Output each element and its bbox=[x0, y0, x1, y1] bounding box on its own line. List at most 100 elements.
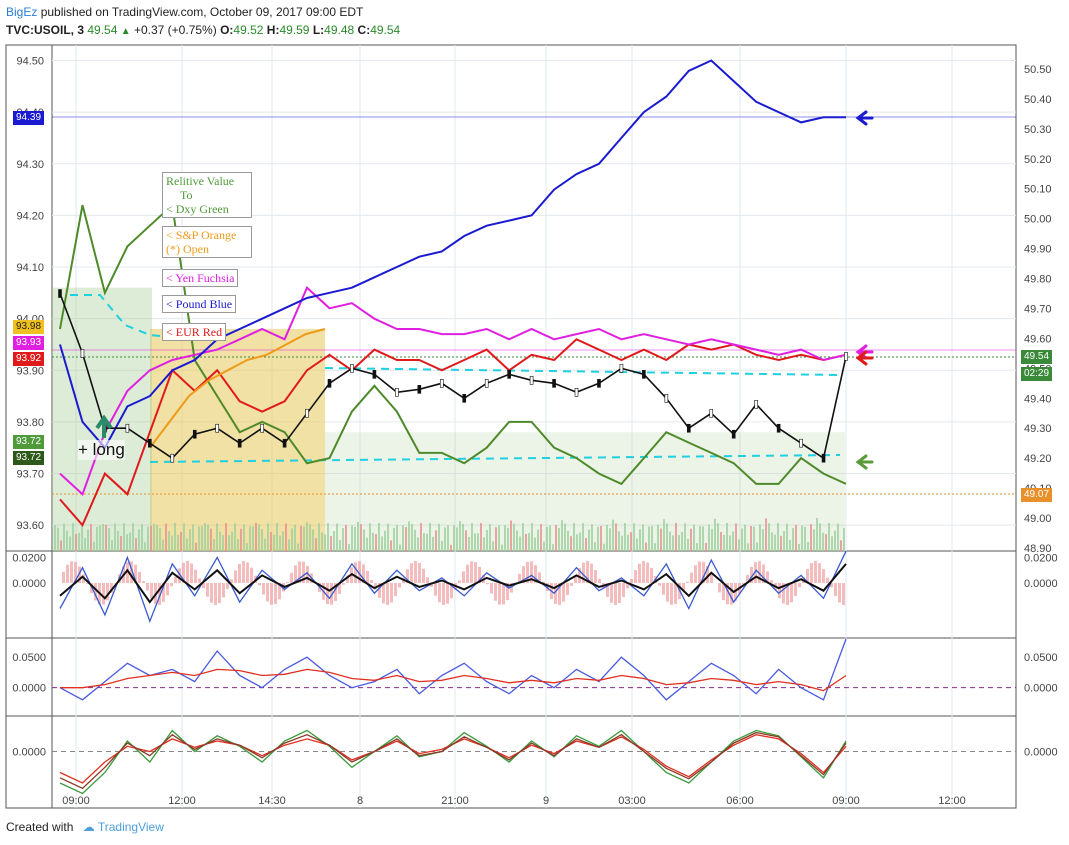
volume-bar bbox=[690, 528, 692, 551]
volume-bar bbox=[702, 526, 704, 551]
volume-bar bbox=[591, 524, 593, 551]
osc1-histogram-bar bbox=[590, 563, 593, 584]
osc1-histogram-bar bbox=[206, 583, 209, 597]
osc1-histogram-bar bbox=[262, 583, 265, 595]
osc1-histogram-bar bbox=[306, 565, 309, 584]
volume-bar bbox=[213, 539, 215, 551]
oil-candle bbox=[372, 370, 377, 379]
osc1-histogram-bar bbox=[598, 578, 601, 584]
oil-candle bbox=[754, 399, 758, 409]
osc1-histogram-bar bbox=[66, 564, 69, 584]
osc1-histogram-bar bbox=[754, 562, 757, 584]
volume-bar bbox=[297, 543, 299, 551]
left-tick-label: 93.70 bbox=[16, 469, 44, 481]
left-tick-label: 94.20 bbox=[16, 210, 44, 222]
volume-bar bbox=[435, 530, 437, 551]
volume-bar bbox=[675, 523, 677, 551]
osc1-histogram-bar bbox=[718, 583, 721, 593]
osc1-histogram-bar bbox=[446, 583, 449, 604]
note-yen-line1: < Yen Fuchsia bbox=[166, 271, 235, 285]
volume-bar bbox=[666, 523, 668, 551]
volume-bar bbox=[489, 523, 491, 551]
author-name[interactable]: BigEz bbox=[6, 5, 38, 19]
volume-bar bbox=[609, 528, 611, 551]
left-tag-dxy-dark: 93.72 bbox=[13, 451, 45, 465]
volume-bar bbox=[747, 543, 749, 551]
osc2-left-tick: 0.0500 bbox=[12, 652, 46, 664]
osc1-histogram-bar bbox=[554, 583, 557, 604]
oil-candle bbox=[776, 423, 781, 433]
right-tick-label: 50.50 bbox=[1024, 64, 1052, 76]
osc2-left-tick: 0.0000 bbox=[12, 683, 46, 695]
left-tag-pound: 94.39 bbox=[13, 111, 45, 125]
volume-bar bbox=[660, 528, 662, 551]
volume-bar bbox=[444, 527, 446, 551]
x-tick-label: 14:30 bbox=[258, 795, 286, 807]
series-eur-red bbox=[59, 338, 847, 528]
volume-bar bbox=[333, 531, 335, 551]
osc1-histogram-bar bbox=[770, 580, 773, 584]
volume-bar bbox=[189, 528, 191, 551]
volume-bar bbox=[378, 523, 380, 551]
osc1-histogram-bar bbox=[690, 572, 693, 584]
low-label: L: bbox=[312, 23, 325, 37]
volume-bar bbox=[111, 539, 113, 551]
oil-candle bbox=[215, 423, 219, 433]
oil-candle bbox=[350, 364, 354, 373]
volume-bar bbox=[552, 544, 554, 551]
osc1-histogram-bar bbox=[418, 563, 421, 584]
volume-bar bbox=[792, 528, 794, 551]
volume-bar bbox=[180, 532, 182, 551]
left-tag-dxy: 93.72 bbox=[13, 435, 45, 449]
osc1-histogram-bar bbox=[762, 564, 765, 584]
osc3-series-0 bbox=[59, 729, 847, 795]
volume-bar bbox=[117, 530, 119, 551]
volume-bar bbox=[633, 523, 635, 551]
osc1-histogram-bar bbox=[190, 563, 193, 584]
volume-bar bbox=[597, 526, 599, 551]
volume-bar bbox=[342, 528, 344, 551]
oil-candle bbox=[686, 423, 691, 433]
osc1-histogram-bar bbox=[182, 562, 185, 584]
osc1-histogram-bar bbox=[114, 583, 117, 584]
volume-bar bbox=[96, 526, 98, 551]
osc1-histogram-bar bbox=[726, 583, 729, 605]
osc1-histogram-bar bbox=[502, 583, 505, 605]
volume-bar bbox=[837, 523, 839, 551]
volume-bar bbox=[822, 532, 824, 551]
volume-bar bbox=[324, 534, 326, 551]
volume-bar bbox=[222, 535, 224, 551]
oil-candle bbox=[574, 388, 579, 397]
left-tag-eur: 93.92 bbox=[13, 352, 45, 366]
tradingview-link[interactable]: TradingView bbox=[97, 820, 164, 834]
volume-bar bbox=[387, 523, 389, 551]
osc1-histogram-bar bbox=[358, 561, 361, 584]
volume-bar bbox=[300, 525, 302, 551]
volume-bar bbox=[405, 527, 407, 551]
right-tick-label: 50.20 bbox=[1024, 154, 1052, 166]
volume-bar bbox=[483, 537, 485, 551]
created-with-text: Created with bbox=[6, 820, 74, 834]
volume-bar bbox=[678, 535, 680, 551]
volume-bar bbox=[447, 525, 449, 551]
volume-bar bbox=[198, 526, 200, 551]
oil-candle bbox=[192, 429, 197, 439]
oil-candle bbox=[282, 438, 287, 448]
volume-bar bbox=[159, 528, 161, 551]
volume-bar bbox=[504, 525, 506, 551]
osc1-histogram-bar bbox=[530, 561, 533, 584]
volume-bar bbox=[594, 542, 596, 551]
note-yen: < Yen Fuchsia bbox=[162, 269, 239, 287]
volume-bar bbox=[738, 539, 740, 551]
osc1-histogram-bar bbox=[186, 561, 189, 584]
osc1-histogram-bar bbox=[618, 583, 621, 603]
osc1-histogram-bar bbox=[518, 573, 521, 584]
right-tick-label: 49.00 bbox=[1024, 513, 1052, 525]
note-dxy: Relitive Value To < Dxy Green bbox=[162, 172, 252, 218]
osc1-histogram-bar bbox=[506, 583, 509, 601]
osc1-histogram-bar bbox=[62, 571, 65, 584]
osc1-histogram-bar bbox=[346, 575, 349, 584]
volume-bar bbox=[132, 523, 134, 551]
volume-bar bbox=[477, 533, 479, 551]
